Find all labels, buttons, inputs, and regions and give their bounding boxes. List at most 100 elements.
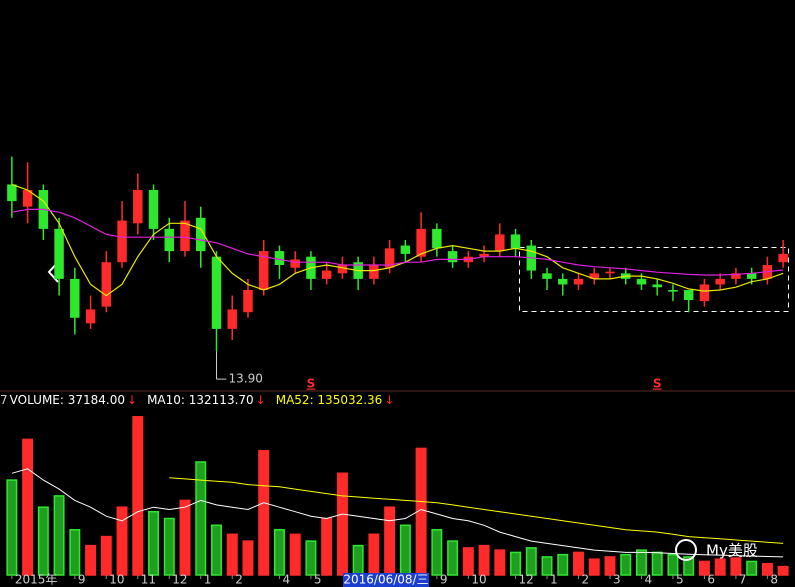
candle-body — [731, 273, 741, 279]
candle-body — [22, 190, 33, 207]
x-tick-label: 7 — [739, 573, 747, 587]
candle-body — [699, 284, 710, 302]
candle-body — [668, 290, 678, 292]
x-tick-label: 3 — [613, 573, 621, 587]
volume-bar — [651, 551, 663, 576]
candle-body — [101, 262, 112, 307]
volume-bar — [22, 438, 34, 576]
volume-ma-line — [169, 477, 784, 544]
price-ma-line — [11, 183, 784, 297]
x-tick-label: 9 — [78, 573, 86, 587]
candle-body — [479, 253, 489, 257]
candle-body — [715, 278, 725, 285]
volume-bar — [384, 506, 396, 576]
candle-body — [636, 278, 647, 285]
candle-body — [558, 278, 568, 285]
candle-body — [337, 265, 348, 274]
trend-arrow: ↓ — [255, 393, 266, 407]
candle-body — [432, 228, 442, 249]
volume-bar — [321, 517, 333, 576]
volume-bar — [258, 449, 270, 576]
cursor-date: 2016/06/08/三 — [343, 573, 428, 587]
trend-arrow: ↓ — [384, 393, 395, 407]
volume-header: 7 VOLUME: 37184.00 ↓ MA10: 132113.70 ↓ MA52: … — [0, 393, 404, 407]
candle-body — [164, 228, 174, 252]
candle-body — [573, 278, 584, 285]
x-tick-label: 2015年 — [15, 573, 58, 587]
volume-bar — [85, 544, 97, 576]
volume-bar — [620, 553, 632, 576]
volume-bar — [37, 506, 49, 576]
volume-bar — [462, 547, 474, 576]
volume-bar — [714, 558, 726, 576]
volume-bar — [431, 529, 443, 576]
x-tick-label: 11 — [141, 573, 156, 587]
volume-bar — [100, 535, 112, 576]
watermark: My美股 — [706, 542, 758, 560]
x-tick-label: 8 — [770, 573, 778, 587]
volume-label: VOLUME: 37184.00 — [9, 393, 126, 407]
volume-bar — [195, 461, 207, 576]
x-tick-label: 6 — [707, 573, 715, 587]
candle-body — [589, 273, 599, 279]
candle-body — [148, 190, 159, 229]
volume-bar — [683, 556, 695, 576]
volume-bar — [148, 510, 160, 576]
volume-bar — [242, 540, 254, 576]
volume-bar — [352, 544, 364, 576]
highlight-box — [519, 247, 789, 312]
ma52-label: MA52: 135032.36 — [275, 393, 383, 407]
candle-body — [258, 251, 269, 290]
candle-body — [510, 234, 521, 249]
candle-body — [369, 265, 379, 279]
volume-bar — [116, 506, 128, 576]
volume-bar — [368, 533, 380, 576]
candle-body — [384, 248, 395, 268]
x-tick-label: 12 — [519, 573, 534, 587]
volume-bar — [336, 472, 348, 576]
volume-bar — [494, 549, 506, 576]
volume-bar — [211, 524, 222, 576]
x-tick-label: 1 — [550, 573, 558, 587]
volume-ma-line — [11, 468, 784, 558]
candle-body — [54, 228, 64, 279]
candle-body — [243, 290, 253, 313]
cursor-date-bg — [343, 573, 429, 587]
volume-bar — [6, 479, 18, 576]
trend-arrow: ↓ — [127, 393, 138, 407]
candle-body — [746, 273, 757, 279]
volume-bar — [163, 517, 175, 576]
volume-bar — [635, 549, 647, 576]
volume-bar — [273, 529, 285, 576]
price-ma-line — [11, 208, 784, 276]
volume-bar — [132, 416, 144, 576]
x-tick-label: 5 — [314, 573, 322, 587]
candle-body — [321, 270, 332, 279]
volume-bar — [289, 533, 301, 576]
x-tick-label: 9 — [440, 573, 448, 587]
x-tick-label: 1 — [204, 573, 212, 587]
volume-bar — [53, 495, 65, 576]
candle-body — [290, 259, 300, 268]
header-prefix: 7 — [0, 393, 8, 407]
candle-body — [117, 220, 127, 263]
volume-bar — [179, 499, 191, 576]
candle-body — [542, 273, 552, 279]
candle-body — [133, 190, 143, 224]
signal-marker: S — [307, 377, 316, 391]
candle-body — [274, 251, 285, 265]
candle-body — [227, 309, 237, 329]
candle-body — [180, 220, 190, 252]
x-tick-label: 12 — [172, 573, 187, 587]
volume-bar — [69, 529, 81, 576]
candle-body — [652, 284, 662, 288]
x-tick-label: 2 — [582, 573, 590, 587]
x-tick-label: 4 — [282, 573, 290, 587]
candle-body — [447, 251, 458, 263]
candle-body — [196, 217, 206, 252]
candle-body — [211, 256, 222, 329]
x-tick-label: 4 — [644, 573, 652, 587]
x-tick-label: 10 — [109, 573, 124, 587]
